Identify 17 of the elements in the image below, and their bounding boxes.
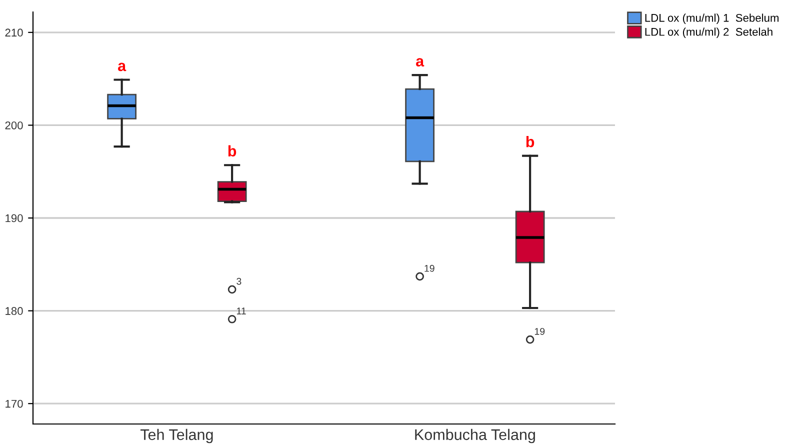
annotation: b — [526, 136, 534, 148]
y-tick-label: 170 — [6, 400, 23, 408]
legend-label: LDL ox (mu/ml) 1 Sebelum — [645, 14, 778, 24]
annotation: 19 — [424, 264, 434, 272]
y-tick-label: 190 — [6, 214, 23, 222]
y-tick-label: 210 — [5, 28, 23, 37]
annotation: 3 — [236, 278, 242, 285]
legend-label: LDL ox (mu/ml) 2 Setelah — [645, 28, 772, 38]
x-tick-label: Teh Telang — [140, 428, 213, 444]
annotation: a — [416, 58, 424, 67]
y-tick-label: 180 — [6, 307, 23, 315]
annotation: 11 — [236, 308, 246, 314]
x-tick-label: Kombucha Telang — [415, 428, 535, 444]
annotation: 19 — [534, 328, 545, 335]
annotation: b — [228, 145, 236, 157]
y-tick-label: 200 — [5, 121, 23, 130]
annotation: a — [118, 62, 126, 72]
